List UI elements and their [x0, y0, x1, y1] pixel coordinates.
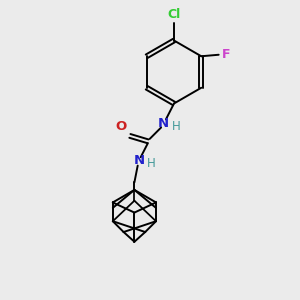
Text: N: N: [158, 117, 169, 130]
Text: F: F: [222, 48, 230, 61]
Text: H: H: [147, 157, 156, 170]
Text: Cl: Cl: [167, 8, 181, 21]
Text: N: N: [133, 154, 145, 167]
Text: H: H: [172, 120, 181, 134]
Text: O: O: [116, 120, 127, 133]
